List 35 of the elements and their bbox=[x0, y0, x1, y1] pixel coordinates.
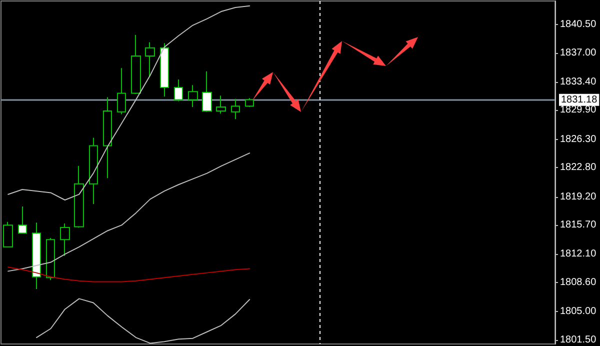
ref-line-label: 1831.18 bbox=[561, 94, 598, 106]
candlestick bbox=[103, 96, 112, 179]
candlestick bbox=[74, 166, 84, 228]
line-series bbox=[36, 298, 250, 344]
y-tick-label: 1822.80 bbox=[560, 162, 597, 174]
y-tick-label: 1840.50 bbox=[560, 18, 597, 30]
line-series bbox=[8, 152, 250, 272]
candlestick bbox=[60, 222, 70, 256]
candlestick bbox=[245, 98, 254, 108]
candlestick bbox=[174, 78, 183, 102]
y-tick-label: 1815.70 bbox=[560, 220, 597, 231]
y-tick-label: 1826.30 bbox=[560, 134, 597, 145]
candlestick bbox=[46, 238, 55, 281]
candlestick bbox=[32, 222, 41, 290]
candlestick bbox=[131, 34, 141, 95]
candlestick bbox=[231, 98, 240, 120]
y-tick-label: 1833.40 bbox=[560, 76, 597, 88]
line-series bbox=[8, 5, 250, 201]
y-tick-label: 1808.60 bbox=[560, 277, 597, 288]
y-tick-label: 1819.20 bbox=[560, 191, 597, 202]
y-tick-label: 1837.00 bbox=[560, 47, 597, 58]
candlestick bbox=[18, 206, 27, 234]
candlestick bbox=[202, 70, 212, 112]
y-tick-label: 1801.50 bbox=[560, 334, 597, 346]
candlestick bbox=[145, 42, 155, 78]
y-tick-label: 1829.90 bbox=[560, 104, 597, 116]
candlestick bbox=[117, 68, 126, 115]
candlestick bbox=[216, 95, 226, 114]
y-tick-label: 1805.00 bbox=[560, 306, 597, 318]
candlestick bbox=[3, 221, 13, 248]
candlestick bbox=[160, 42, 169, 97]
candlestick bbox=[188, 84, 198, 108]
y-tick-label: 1812.10 bbox=[560, 248, 597, 260]
line-series bbox=[8, 266, 250, 282]
candlestick bbox=[89, 137, 98, 205]
